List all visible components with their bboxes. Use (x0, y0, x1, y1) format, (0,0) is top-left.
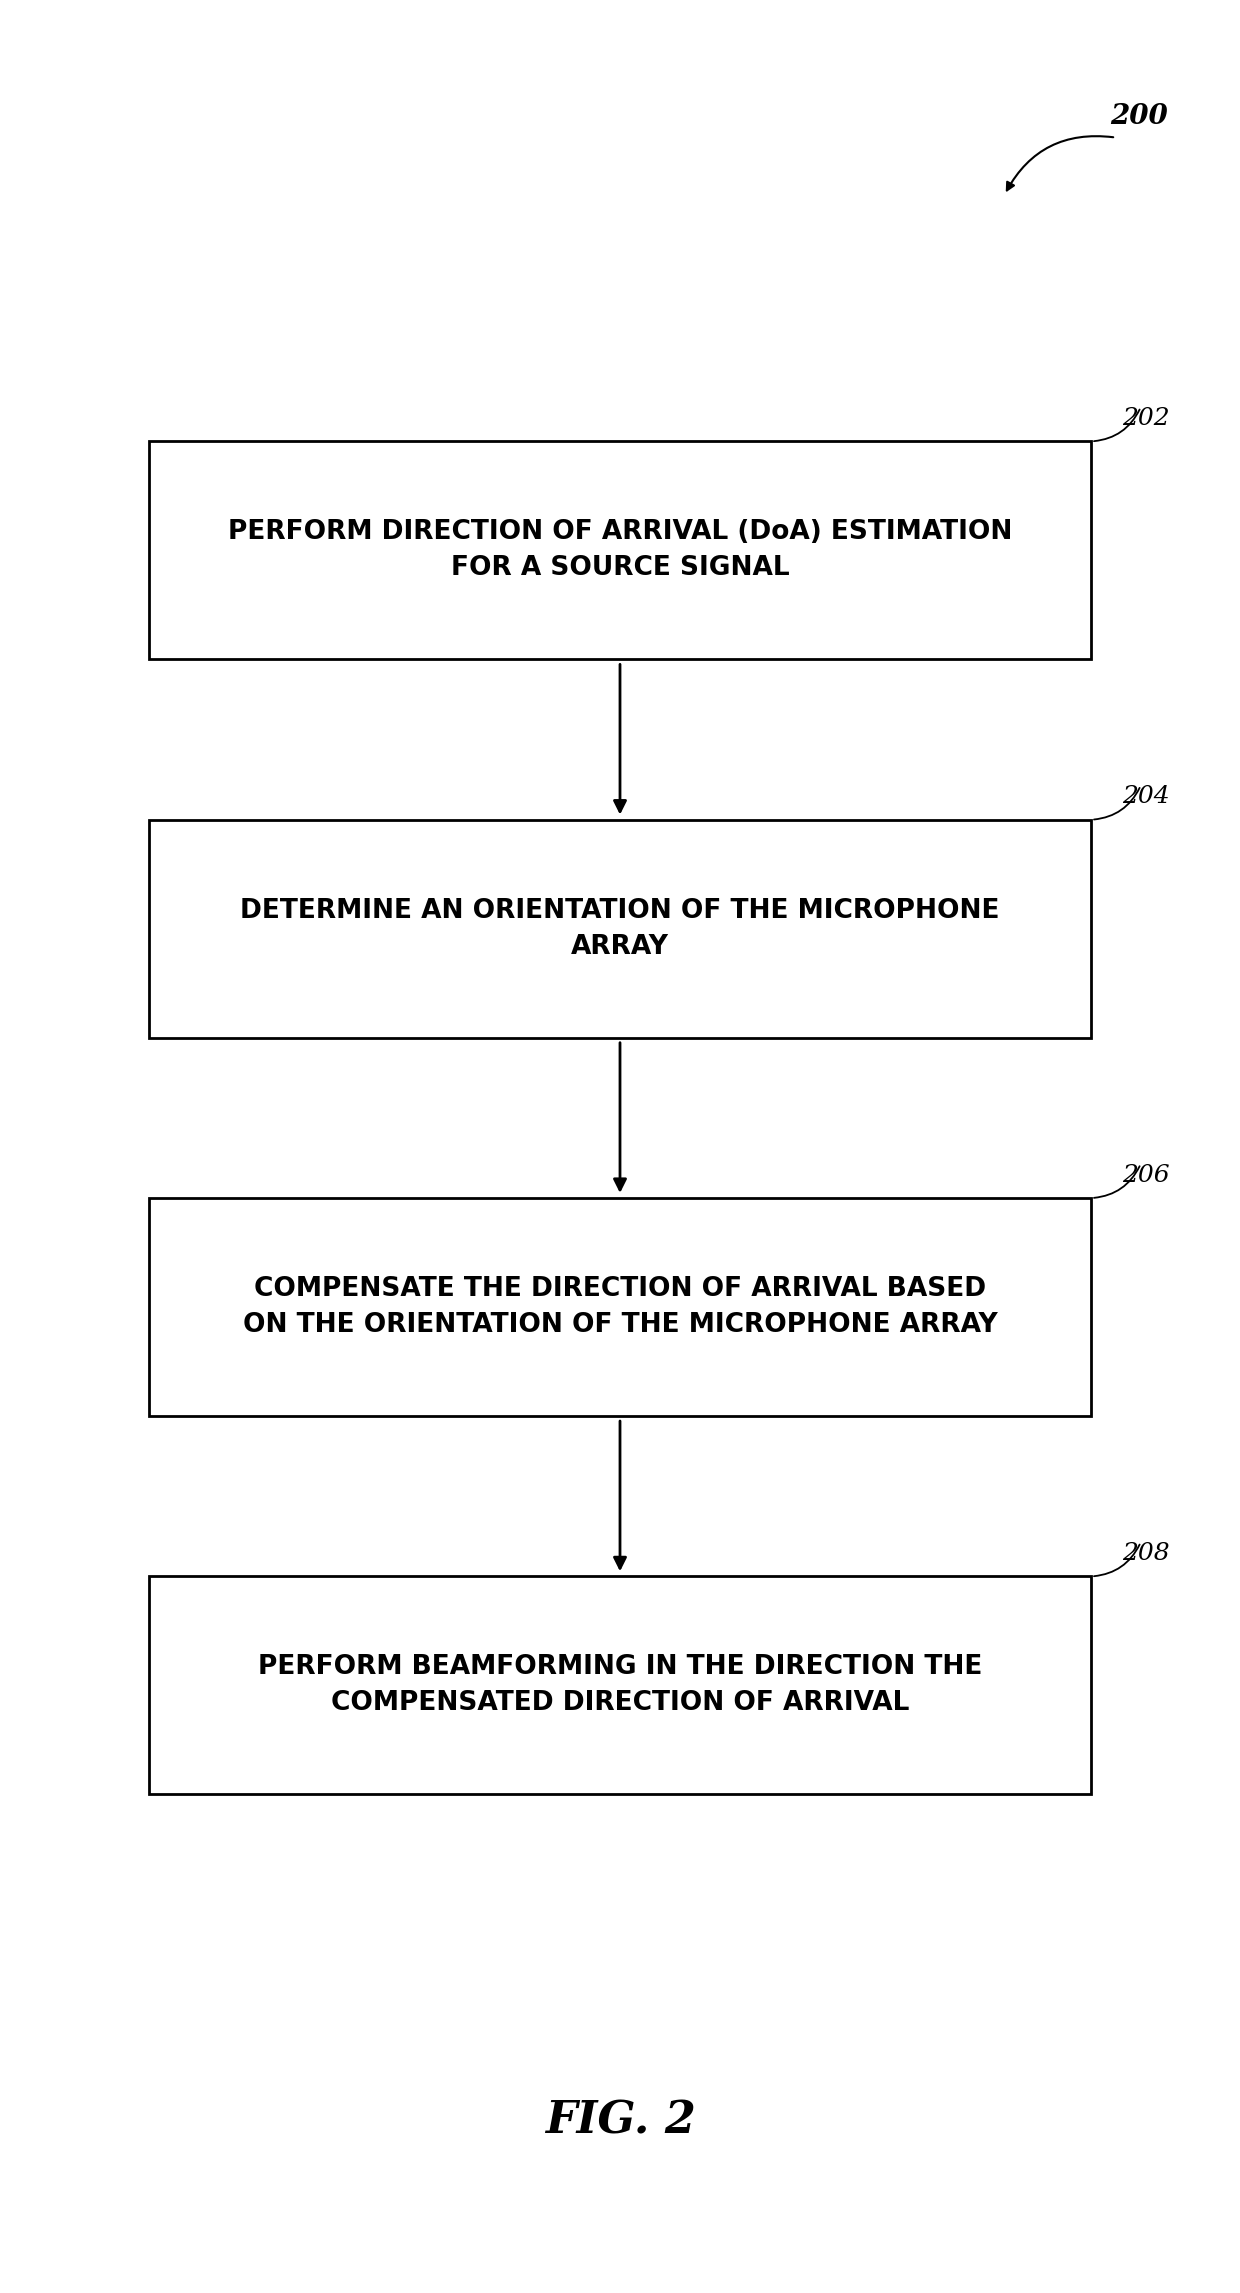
Text: 204: 204 (1122, 784, 1169, 809)
Text: FIG. 2: FIG. 2 (544, 2100, 696, 2142)
Text: PERFORM BEAMFORMING IN THE DIRECTION THE
COMPENSATED DIRECTION OF ARRIVAL: PERFORM BEAMFORMING IN THE DIRECTION THE… (258, 1653, 982, 1717)
Bar (149, 1578, 1091, 1793)
Bar (149, 1197, 1091, 1415)
Text: 202: 202 (1122, 406, 1169, 431)
Bar (149, 819, 1091, 1036)
Bar (149, 440, 1091, 660)
Text: PERFORM DIRECTION OF ARRIVAL (DoA) ESTIMATION
FOR A SOURCE SIGNAL: PERFORM DIRECTION OF ARRIVAL (DoA) ESTIM… (228, 518, 1012, 582)
Text: DETERMINE AN ORIENTATION OF THE MICROPHONE
ARRAY: DETERMINE AN ORIENTATION OF THE MICROPHO… (241, 897, 999, 961)
Text: COMPENSATE THE DIRECTION OF ARRIVAL BASED
ON THE ORIENTATION OF THE MICROPHONE A: COMPENSATE THE DIRECTION OF ARRIVAL BASE… (243, 1275, 997, 1339)
Text: 200: 200 (1110, 103, 1168, 131)
Text: 208: 208 (1122, 1541, 1169, 1564)
Text: 206: 206 (1122, 1163, 1169, 1188)
